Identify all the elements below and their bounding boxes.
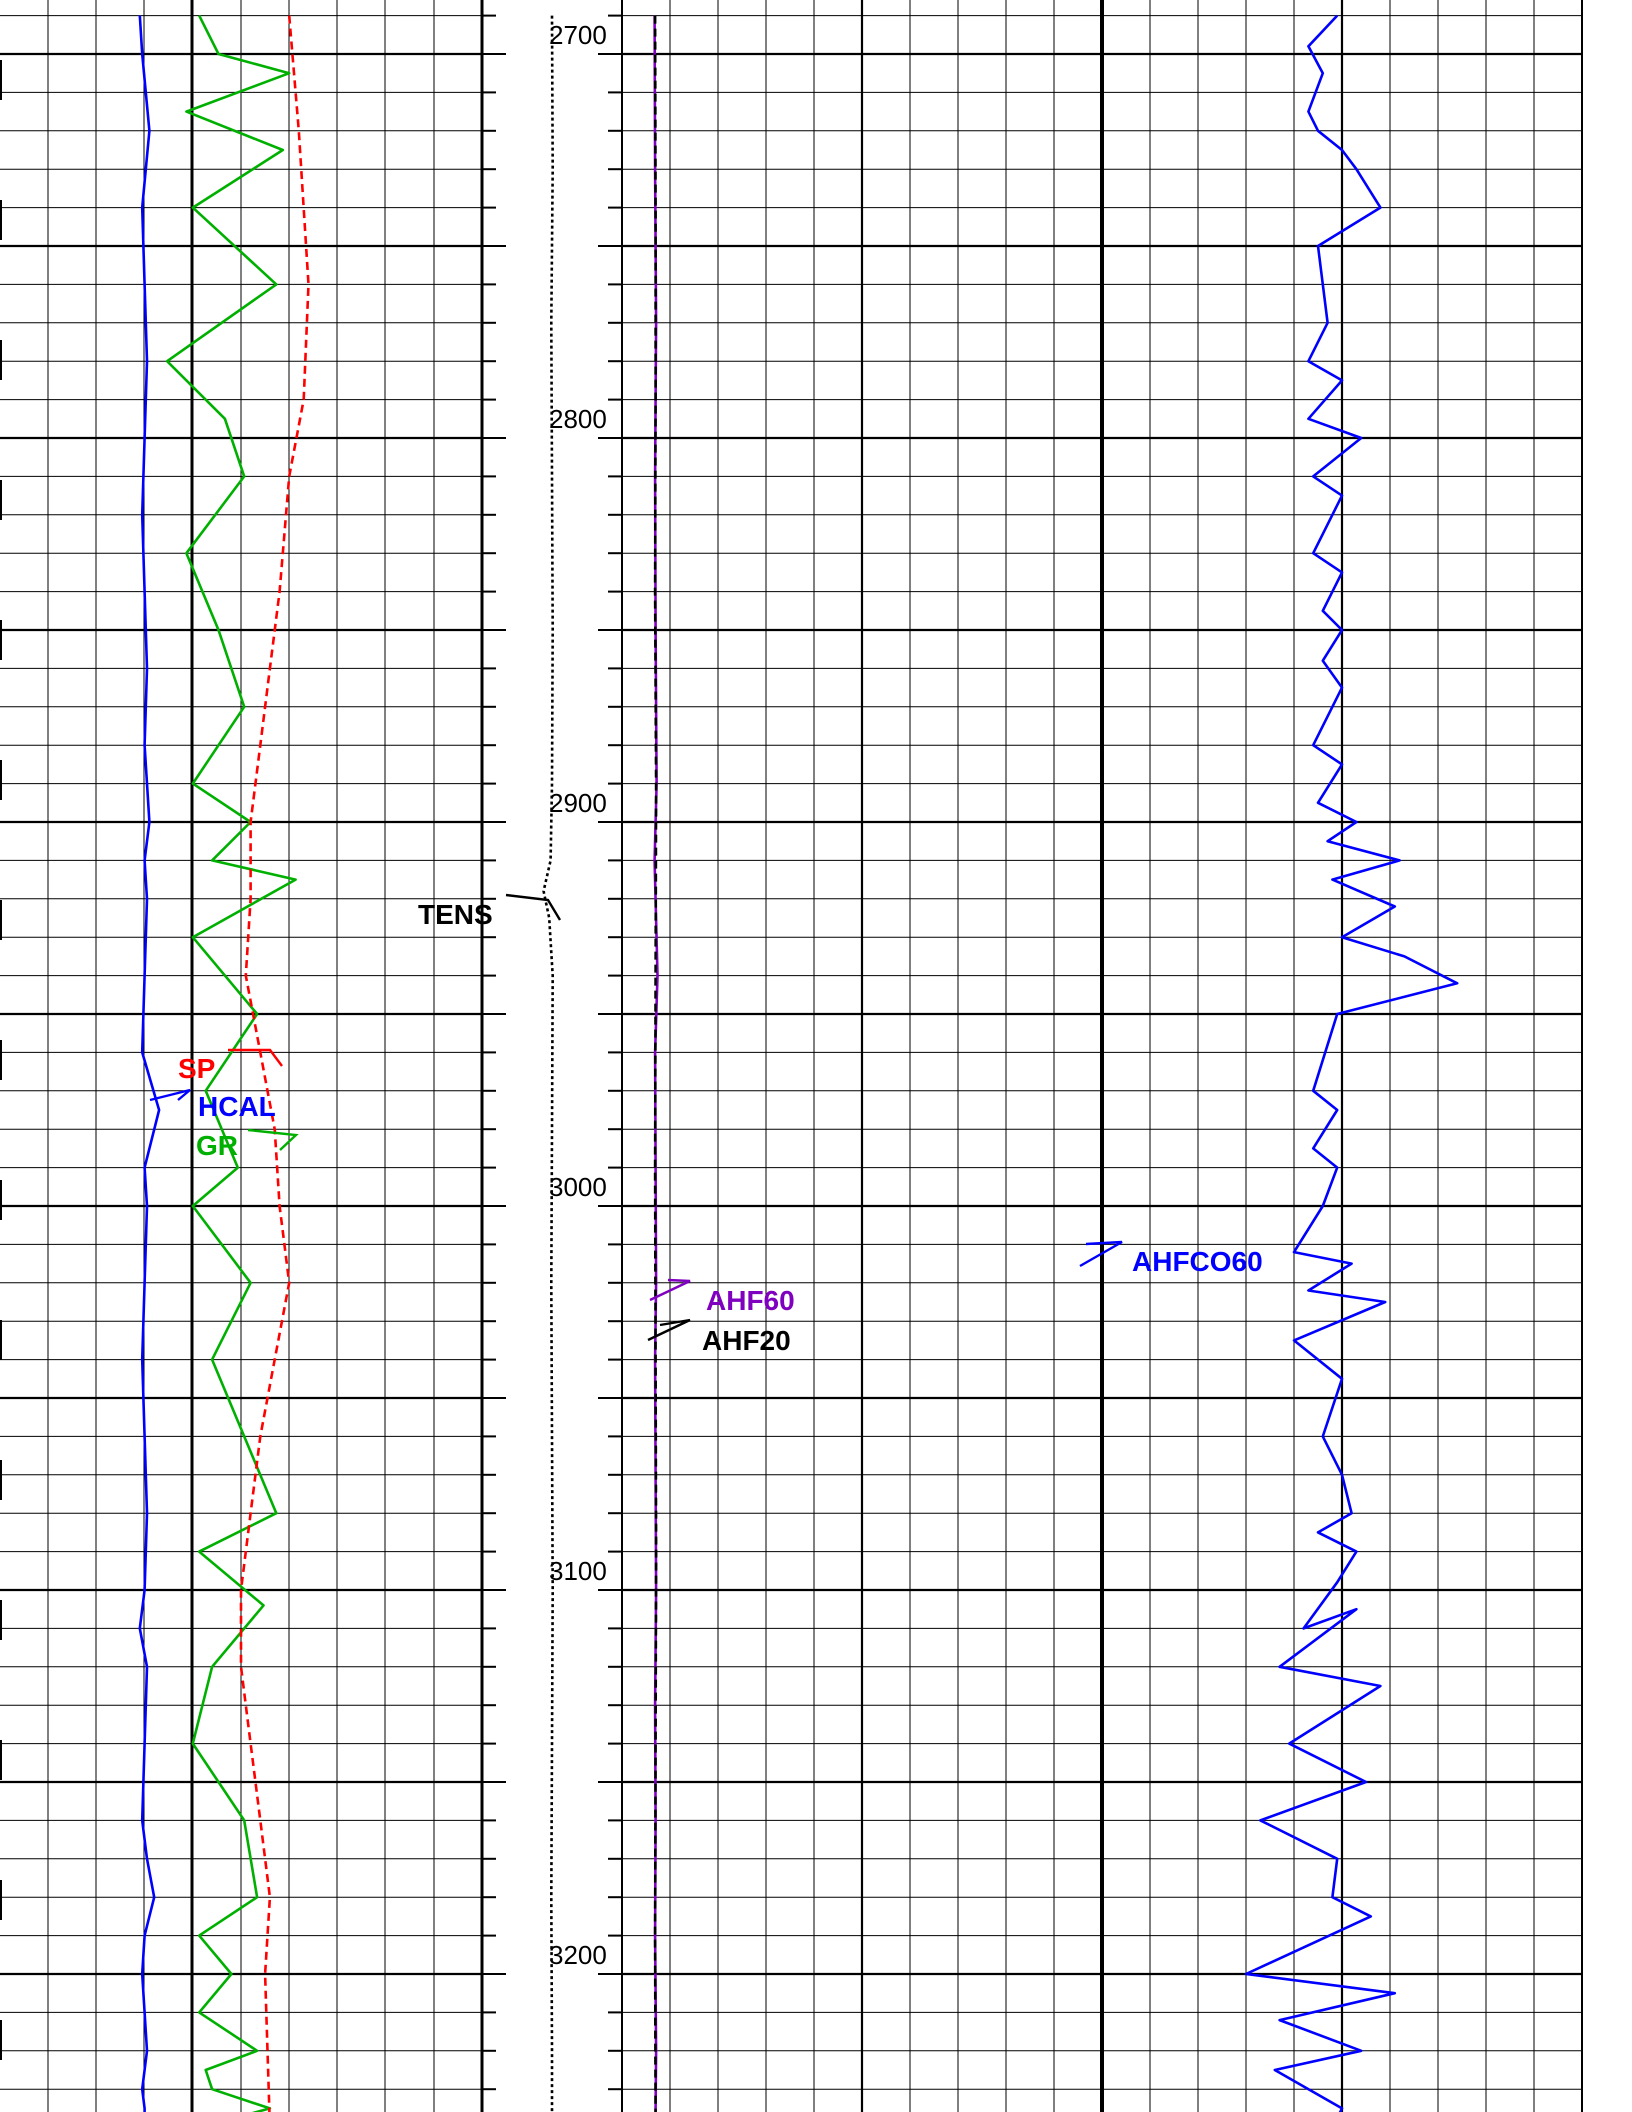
depth-label: 3200 — [549, 1940, 607, 1970]
label-pointer — [149, 1088, 191, 1102]
depth-label: 2700 — [549, 20, 607, 50]
depth-label: 2900 — [549, 788, 607, 818]
depth-label: 3000 — [549, 1172, 607, 1202]
curve-gr — [165, 15, 297, 2112]
curve-label-sp: SP — [178, 1053, 215, 1084]
label-pointer — [1079, 1240, 1123, 1268]
curve-label-ahfco60: AHFCO60 — [1132, 1246, 1263, 1277]
curve-label-ahf20: AHF20 — [702, 1325, 791, 1356]
label-pointer — [247, 1128, 299, 1151]
curve-label-ahf60: AHF60 — [706, 1285, 795, 1316]
depth-label: 3100 — [549, 1556, 607, 1586]
curve-hcal — [138, 15, 161, 2112]
curve-layer — [138, 14, 1459, 2112]
label-pointer — [505, 893, 562, 921]
curve-ahfco60 — [1244, 14, 1459, 2112]
curve-label-hcal: HCAL — [198, 1091, 276, 1122]
curve-tens — [542, 15, 555, 2112]
curve-sp — [239, 15, 310, 2112]
label-pointer — [649, 1278, 691, 1302]
curve-ahf20 — [653, 15, 658, 2112]
curve-label-tens: TENS — [418, 899, 493, 930]
curve-label-gr: GR — [196, 1130, 238, 1161]
label-pointer — [228, 1048, 283, 1067]
grid-layer — [0, 0, 1583, 2112]
depth-tick-layer: 2700 2800 2900 3000 3100 3200 — [482, 14, 622, 2091]
label-layer: SP HCAL GR TENS AHF60 AHF20 AHFCO60 — [178, 899, 1263, 1356]
depth-label: 2800 — [549, 404, 607, 434]
label-pointer — [647, 1318, 691, 1342]
